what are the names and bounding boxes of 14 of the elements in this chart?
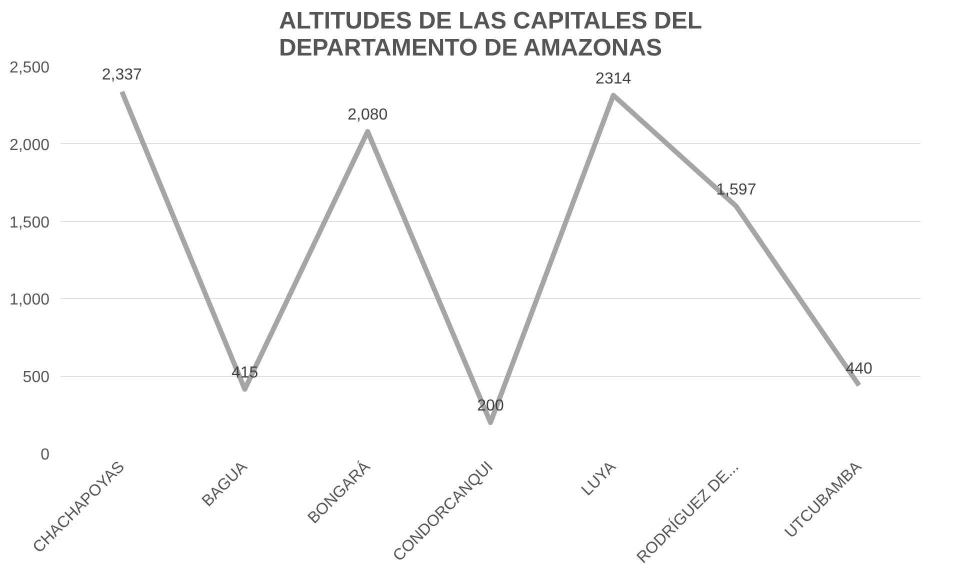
y-tick-label: 2,000 (9, 136, 50, 154)
y-tick-label: 0 (40, 446, 50, 464)
y-tick-label: 1,500 (9, 214, 50, 232)
data-label: 2,337 (102, 66, 142, 84)
y-tick-label: 500 (22, 369, 50, 386)
y-tick-label: 2,500 (9, 60, 50, 76)
data-label: 2314 (596, 70, 632, 88)
data-label: 415 (231, 364, 258, 382)
data-label: 440 (846, 360, 873, 378)
y-tick-label: 1,000 (9, 292, 50, 309)
chart-title: ALTITUDES DE LAS CAPITALES DEL DEPARTAMENTO DE AMAZONAS (278, 8, 702, 62)
data-label: 2,080 (348, 106, 388, 124)
data-label: 1,597 (716, 181, 756, 198)
data-label: 200 (477, 398, 504, 415)
